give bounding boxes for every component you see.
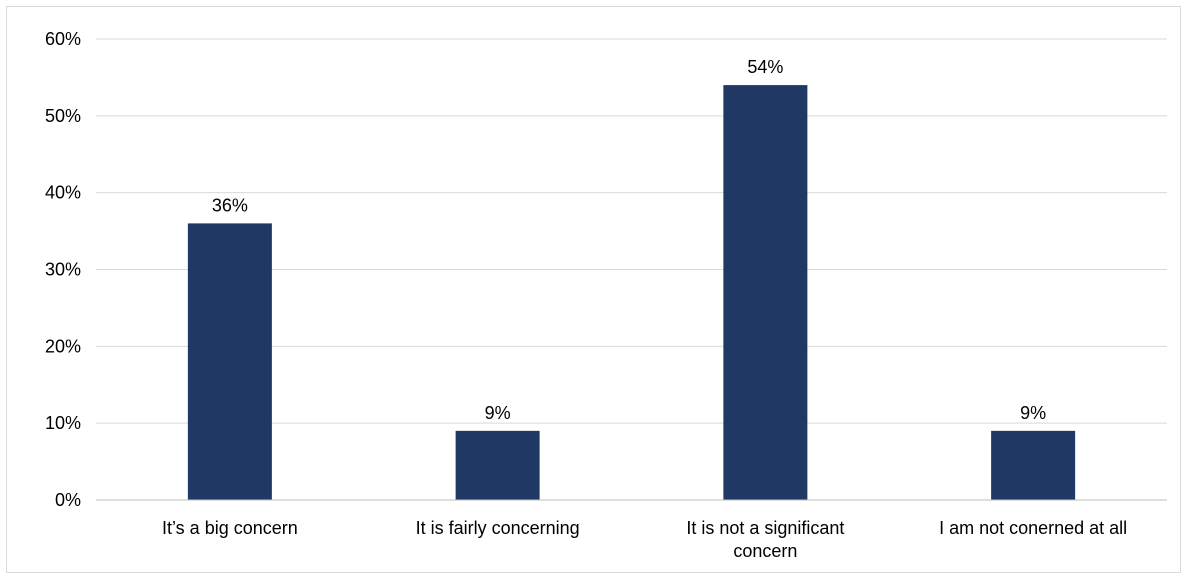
y-tick-label: 0% [55, 490, 81, 510]
y-tick-label: 40% [45, 183, 81, 203]
bar [455, 430, 540, 500]
x-tick-label: It is fairly concerning [416, 518, 580, 538]
x-tick-label: It is not a significant [686, 518, 844, 538]
x-tick-label: I am not conerned at all [939, 518, 1127, 538]
gridlines [96, 38, 1167, 424]
data-label: 9% [485, 403, 511, 423]
y-axis-ticks: 0% 10% 20% 30% 40% 50% 60% [45, 29, 81, 510]
y-tick-label: 50% [45, 106, 81, 126]
x-tick-label: concern [733, 541, 797, 561]
y-tick-label: 20% [45, 336, 81, 356]
x-tick-label: It’s a big concern [162, 518, 298, 538]
bar [991, 430, 1076, 500]
bars [187, 85, 1076, 500]
data-label: 54% [747, 57, 783, 77]
data-label: 36% [212, 195, 248, 215]
data-labels: 36% 9% 54% 9% [212, 57, 1046, 423]
bar-chart: 0% 10% 20% 30% 40% 50% 60% 36% 9% 54% 9% It’s a b… [45, 29, 1167, 561]
bar [723, 85, 808, 500]
x-axis-ticks: It’s a big concern It is fairly concernin… [162, 518, 1127, 561]
chart-frame: 0% 10% 20% 30% 40% 50% 60% 36% 9% 54% 9% It’s a b… [6, 6, 1181, 573]
data-label: 9% [1020, 403, 1046, 423]
y-tick-label: 10% [45, 413, 81, 433]
y-tick-label: 60% [45, 29, 81, 49]
bar [187, 223, 272, 500]
y-tick-label: 30% [45, 260, 81, 280]
